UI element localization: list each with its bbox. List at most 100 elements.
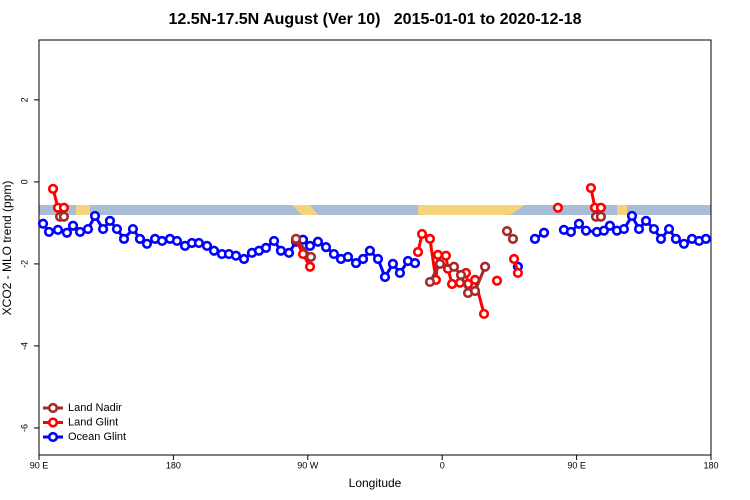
data-point [104,215,116,226]
y-tick-label: 2 [19,97,29,102]
data-point [670,233,682,244]
data-point [640,215,652,226]
y-tick-label: -4 [19,342,29,350]
data-point [394,267,406,279]
y-tick-label: -6 [19,424,29,432]
data-point [633,223,645,235]
x-tick-label: 90 E [30,460,49,470]
data-point [478,308,490,320]
legend-marker [47,402,59,414]
data-point [97,223,109,235]
data-point [580,225,592,236]
data-point [455,269,467,281]
data-point [595,202,607,213]
data-point [508,253,520,265]
data-point [372,253,384,265]
data-point [448,261,460,272]
x-tick-label: 0 [440,460,445,470]
data-point [479,261,491,272]
data-point [328,248,340,260]
data-point [304,240,316,251]
data-point [290,233,302,244]
data-point [238,253,250,265]
data-point [342,251,354,263]
x-axis-label: Longitude [349,476,402,490]
data-point [156,235,168,247]
data-point [491,275,503,286]
data-point [208,245,220,256]
data-point [512,267,524,279]
ocean-band [39,205,711,215]
data-point [350,257,362,269]
data-point [678,238,690,249]
x-tick-label: 90 E [567,460,586,470]
data-point [440,250,452,261]
data-point [552,202,564,213]
data-point [67,220,79,231]
chart-title: 12.5N-17.5N August (Ver 10) 2015-01-01 t… [169,11,582,28]
legend-marker [47,417,59,428]
data-point [134,233,146,244]
data-point [529,233,541,244]
data-point [700,233,712,244]
data-point [573,218,585,229]
legend-label: Ocean Glint [68,431,126,443]
data-point [171,235,183,247]
data-point [648,223,660,235]
data-point [141,238,153,249]
legend-label: Land Glint [68,416,118,428]
data-point [663,223,675,235]
data-point [469,285,481,297]
legend-marker [47,431,59,443]
data-point [82,223,94,235]
data-point [595,211,607,222]
legend-label: Land Nadir [68,402,122,414]
data-point [304,261,316,272]
data-point [268,235,280,247]
data-point [565,226,577,238]
y-axis-label: XCO2 - MLO trend (ppm) [0,181,14,316]
data-point [52,224,64,235]
land-mask-band [39,205,711,215]
y-tick-label: 0 [19,179,29,184]
data-point [275,245,287,256]
data-point [320,241,332,253]
data-point [434,258,446,270]
x-tick-label: 180 [166,460,181,470]
data-point [501,225,513,237]
land-segment [617,205,627,215]
land-segment [418,205,525,215]
data-point [193,237,205,249]
x-tick-label: 90 W [297,460,319,470]
data-point [127,223,139,235]
data-point [230,250,242,261]
data-point [118,233,130,244]
data-point [312,236,324,247]
data-point [387,258,399,270]
data-point [538,227,550,238]
plot-frame [38,39,712,456]
data-point [364,245,376,256]
data-point [74,226,86,238]
data-point [626,210,638,222]
data-point [260,242,272,254]
data-point [357,253,369,265]
data-point [424,276,436,288]
data-point [283,247,295,258]
data-point [379,271,391,283]
data-point [618,223,630,235]
data-point [89,210,101,222]
data-point [446,278,458,290]
data-point [58,211,70,222]
data-point [507,233,519,244]
data-point [416,228,428,240]
data-point [432,249,444,260]
land-segment [292,205,318,215]
data-point [58,202,70,213]
data-point [305,251,317,263]
data-point [424,233,436,244]
data-point [604,220,616,231]
x-tick-label: 180 [703,460,718,470]
